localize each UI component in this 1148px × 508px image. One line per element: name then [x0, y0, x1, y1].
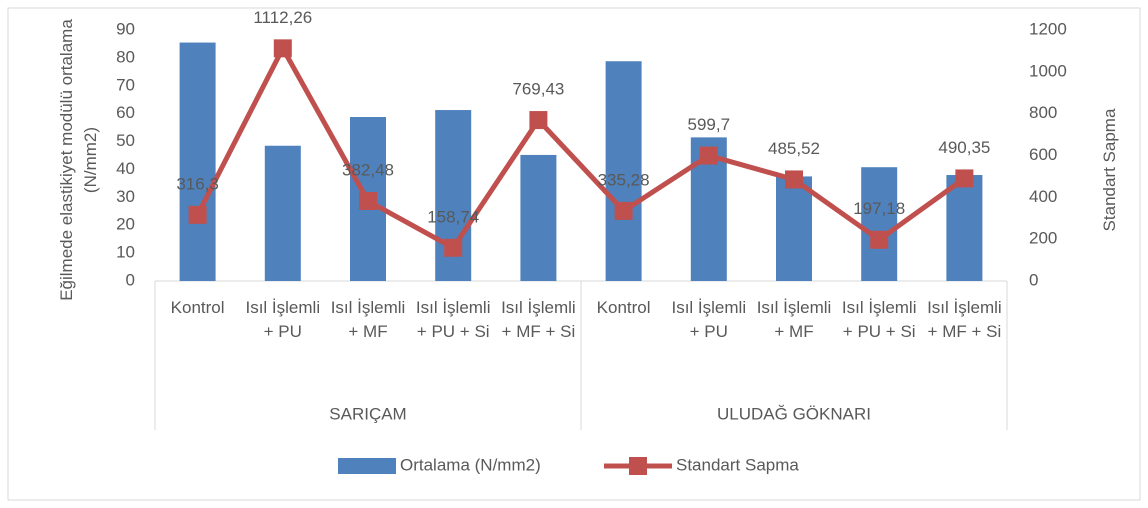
- x-tick-label: Kontrol: [170, 298, 225, 317]
- data-label: 1112,26: [253, 8, 312, 27]
- group-label: SARIÇAM: [329, 404, 406, 423]
- data-label: 158,74: [427, 207, 479, 226]
- bar: [861, 167, 898, 281]
- legend-label: Ortalama (N/mm2): [400, 455, 541, 474]
- y2-tick-label: 400: [1029, 187, 1057, 206]
- y2-tick-label: 200: [1029, 229, 1057, 248]
- bar: [776, 176, 812, 281]
- data-label: 382,48: [342, 160, 394, 179]
- line-marker: [699, 146, 718, 165]
- line-marker: [188, 205, 207, 224]
- y2-tick-label: 0: [1029, 270, 1038, 289]
- y-tick-label: 10: [116, 243, 135, 262]
- bar: [605, 61, 642, 282]
- data-label: 490,35: [938, 138, 990, 157]
- bar: [179, 42, 216, 281]
- legend-label: Standart Sapma: [676, 455, 799, 474]
- x-tick-label: Isıl İşlemli + PU + Si: [415, 298, 491, 341]
- y-tick-label: 80: [116, 47, 135, 66]
- data-label: 197,18: [853, 199, 905, 218]
- data-label: 769,43: [512, 80, 564, 99]
- data-label: 316,3: [176, 174, 219, 193]
- y-tick-label: 20: [116, 215, 135, 234]
- x-tick-label: Isıl İşlemli + PU: [671, 298, 747, 341]
- y-tick-label: 40: [116, 159, 135, 178]
- x-tick-label: Isıl İşlemli + MF + Si: [501, 298, 576, 341]
- line-marker: [273, 39, 292, 58]
- y-tick-label: 70: [116, 75, 135, 94]
- y2-tick-label: 1200: [1029, 19, 1067, 38]
- x-tick-label: Kontrol: [596, 298, 651, 317]
- bar: [946, 175, 983, 281]
- x-tick-label: Isıl İşlemli + MF + Si: [927, 298, 1002, 341]
- line-marker: [444, 238, 463, 257]
- y-tick-label: 90: [116, 19, 135, 38]
- line-marker: [529, 111, 548, 130]
- y2-axis-title: Standart Sapma: [1100, 108, 1119, 232]
- y-axis-title: Eğilmede elastikiyet modülü ortalama (N/…: [57, 19, 100, 301]
- bar: [264, 145, 301, 281]
- data-label: 485,52: [768, 139, 820, 158]
- y-tick-label: 60: [116, 103, 135, 122]
- x-tick-label: Isıl İşlemli + PU + Si: [841, 298, 917, 341]
- y-tick-label: 0: [126, 270, 135, 289]
- chart-border: [7, 7, 1141, 501]
- x-tick-label: Isıl İşlemli + MF: [756, 298, 832, 341]
- x-tick-label: Isıl İşlemli + MF: [330, 298, 406, 341]
- line-marker: [614, 201, 633, 220]
- legend-marker: [629, 457, 647, 475]
- y2-tick-label: 800: [1029, 103, 1057, 122]
- y2-tick-label: 1000: [1029, 61, 1067, 80]
- y-tick-label: 50: [116, 131, 135, 150]
- line-marker: [785, 170, 803, 189]
- bar: [520, 154, 557, 281]
- line-marker: [359, 191, 377, 210]
- data-label: 335,28: [598, 170, 650, 189]
- line: [195, 45, 966, 251]
- group-label: ULUDAĞ GÖKNARI: [717, 404, 871, 423]
- y-tick-label: 30: [116, 187, 135, 206]
- legend-swatch: [338, 458, 396, 474]
- line-marker: [955, 169, 974, 188]
- y2-tick-label: 600: [1029, 145, 1057, 164]
- line-marker: [870, 230, 889, 249]
- x-tick-label: Isıl İşlemli + PU: [245, 298, 321, 341]
- data-label: 599,7: [688, 115, 731, 134]
